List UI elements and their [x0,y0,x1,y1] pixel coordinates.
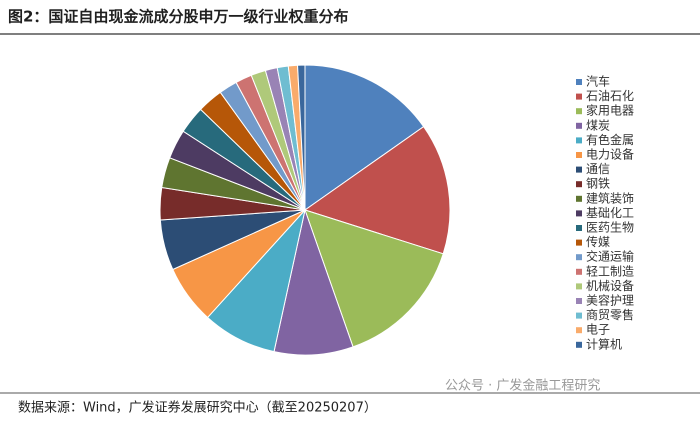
legend-swatch [576,108,582,115]
legend-swatch [576,341,582,348]
source-note: 数据来源：Wind，广发证券发展研究中心（截至20250207） [18,400,377,416]
legend: 汽车石油石化家用电器煤炭有色金属电力设备通信钢铁建筑装饰基础化工医药生物传媒交通… [576,74,634,351]
legend-swatch [576,181,582,188]
legend-swatch [576,312,582,319]
legend-swatch [576,283,582,290]
legend-label: 电力设备 [586,148,634,162]
legend-label: 家用电器 [586,103,634,118]
legend-swatch [576,166,582,173]
legend-swatch [576,79,582,85]
pie-slice [297,64,306,211]
legend-label: 石油石化 [586,89,634,103]
legend-swatch [576,298,582,304]
legend-label: 煤炭 [586,118,610,132]
watermark: 公众号 · 广发金融工程研究 [445,378,600,394]
legend-label: 计算机 [586,336,622,351]
pie-slice [304,209,444,348]
legend-label: 汽车 [586,74,610,89]
legend-label: 交通运输 [586,249,634,264]
legend-label: 美容护理 [586,293,634,308]
legend-label: 医药生物 [586,221,634,235]
legend-label: 传媒 [586,234,610,249]
legend-label: 轻工制造 [586,264,634,278]
pie-slice [304,64,425,211]
legend-label: 通信 [586,162,610,176]
chart-title: 图2：国证自由现金流成分股申万一级行业权重分布 [8,8,348,26]
legend-swatch [576,254,582,261]
legend-label: 机械设备 [586,278,634,293]
legend-swatch [576,268,582,275]
legend-label: 建筑装饰 [586,190,634,205]
legend-swatch [576,239,582,246]
legend-swatch [576,93,582,100]
legend-label: 商贸零售 [586,307,634,322]
legend-label: 钢铁 [586,177,610,191]
legend-swatch [576,122,582,129]
legend-swatch [576,327,582,334]
legend-swatch [576,137,582,144]
legend-label: 基础化工 [586,206,634,220]
pie-slice [303,125,451,255]
legend-swatch [576,195,582,202]
legend-swatch [576,210,582,217]
legend-label: 有色金属 [586,132,634,147]
legend-label: 电子 [586,323,610,337]
legend-swatch [576,152,582,158]
pie [159,64,451,356]
legend-swatch [576,225,582,231]
